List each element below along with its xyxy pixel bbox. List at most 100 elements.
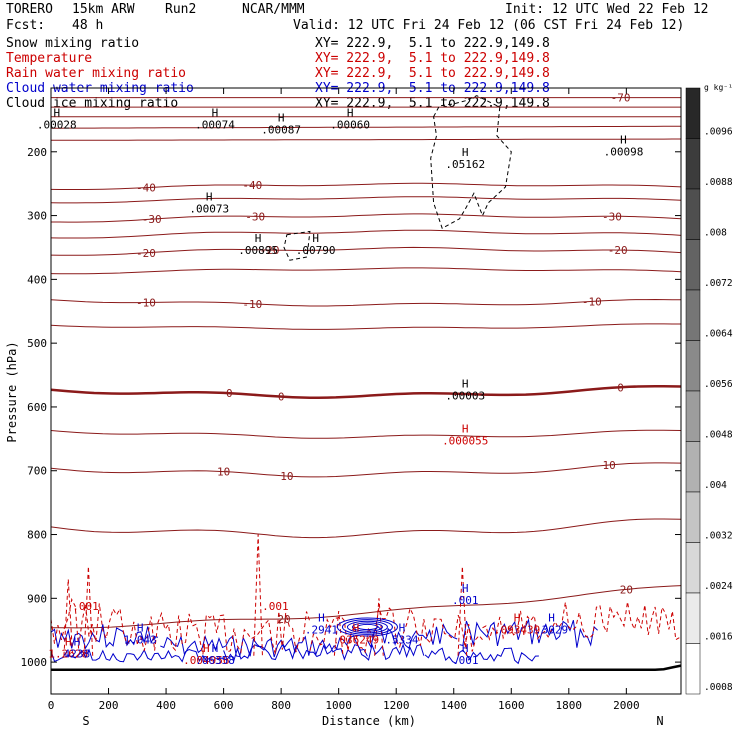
- y-tick-label: 800: [27, 529, 47, 542]
- colorbar-unit: g kg⁻¹: [704, 83, 733, 92]
- rain-water-contour: [63, 579, 74, 656]
- maximum-value: .00073: [189, 202, 229, 215]
- y-tick-label: 700: [27, 465, 47, 478]
- header-model: TORERO: [6, 2, 53, 17]
- isotherm-line: [50, 462, 682, 478]
- maximum-value: .00087: [261, 123, 301, 136]
- isotherm-line: [50, 229, 682, 239]
- colorbar-label: .0072: [704, 278, 733, 289]
- maximum-marker: H: [206, 190, 213, 203]
- x-tick-label: 1400: [440, 699, 467, 712]
- maximum-marker: H: [318, 611, 325, 624]
- header-init: Init: 12 UTC Wed 22 Feb 12: [505, 2, 709, 17]
- maximum-value: .00074: [195, 118, 235, 131]
- colorbar-label: .004: [704, 480, 727, 491]
- rain-water-contour: [83, 566, 94, 656]
- cloud-water-contour: [424, 647, 539, 665]
- maximum-value: 4238: [64, 648, 91, 661]
- axes-layer: 0 200 400 600 800 1000 1200 1400 1600 1800 2000200…: [21, 88, 681, 712]
- cloud-water-contour: [351, 622, 383, 632]
- maximum-value: .2941: [305, 623, 338, 636]
- maximum-marker: H: [203, 642, 210, 655]
- maximum-marker: H: [620, 134, 627, 147]
- rain-water-contour: [253, 534, 263, 656]
- isotherm-label: 0: [617, 381, 624, 394]
- maximum-marker: H: [462, 582, 469, 595]
- y-axis-label: Pressure (hPa): [5, 341, 19, 442]
- isotherm-line: [51, 138, 681, 141]
- y-tick-label: 900: [27, 592, 47, 605]
- isotherm-label: -30: [245, 210, 265, 223]
- colorbar-label: .0064: [704, 329, 733, 340]
- colorbar-swatch: [685, 643, 701, 695]
- maximum-value: 1.043: [124, 634, 157, 647]
- colorbar-label: .0088: [704, 177, 733, 188]
- maximum-value: .00003: [445, 389, 485, 402]
- isotherm-label: -40: [242, 179, 262, 192]
- isotherm-label: -30: [142, 213, 162, 226]
- header-fcst-label: Fcst:: [6, 18, 46, 33]
- maximum-marker: H: [514, 611, 521, 624]
- cloud-water-contour: [50, 648, 224, 663]
- isotherm-label: -20: [136, 247, 156, 260]
- cloud-water-contour: [459, 618, 598, 648]
- isotherm-line: [50, 518, 682, 539]
- maximum-marker: H: [53, 106, 60, 119]
- isotherm-line: [50, 323, 681, 330]
- maximum-marker: H: [462, 146, 469, 159]
- south-end-label: S: [82, 714, 89, 728]
- maximum-marker: H: [137, 622, 144, 635]
- x-tick-label: 200: [99, 699, 119, 712]
- isotherm-label: -20: [608, 244, 628, 257]
- maximum-value: 1.2628: [48, 648, 88, 661]
- x-tick-label: 1200: [383, 699, 410, 712]
- isotherm-label: -40: [136, 182, 156, 195]
- header-org: NCAR/MMM: [242, 2, 305, 17]
- annotation-layer: -70 -40 -40 -30 -30 -30 -20 -20 -20 -10 -10 -10 0 0 0 1…: [37, 92, 643, 668]
- x-tick-label: 400: [156, 699, 176, 712]
- isotherm-label: -10: [582, 295, 602, 308]
- colorbar-swatch: [685, 239, 701, 291]
- colorbar-swatch: [685, 491, 701, 543]
- field-name: Rain water mixing ratio: [6, 66, 187, 81]
- field-name: Temperature: [6, 51, 93, 66]
- maximum-value: .00060: [330, 118, 370, 131]
- colorbar-swatch: [685, 390, 701, 442]
- isotherm-line: [50, 267, 682, 275]
- colorbar-label: .0056: [704, 379, 733, 390]
- maximum-value: .001: [452, 654, 479, 667]
- maximum-marker: H: [353, 622, 360, 635]
- maximum-value: .3029: [535, 623, 568, 636]
- maximum-marker: H: [255, 232, 262, 245]
- maximum-value: .06358: [195, 654, 235, 667]
- isotherm-line: [50, 585, 682, 629]
- header-valid: Valid: 12 UTC Fri 24 Feb 12 (06 CST Fri …: [293, 18, 685, 33]
- maximum-marker: H: [462, 423, 469, 436]
- maximum-value: .05162: [445, 158, 485, 171]
- maximum-marker: H: [212, 642, 219, 655]
- rain-contour-label: .001: [72, 600, 99, 613]
- colorbar-swatch: [685, 441, 701, 493]
- header-resolution: 15km ARW: [72, 2, 135, 17]
- header-fcst-value: 48 h: [72, 18, 104, 33]
- maximum-value: .00028: [37, 118, 77, 131]
- colorbar-swatch: [685, 289, 701, 341]
- isotherm-line: [50, 196, 682, 204]
- maximum-marker: H: [74, 636, 81, 649]
- isotherm-line: [51, 125, 681, 129]
- maximum-marker: H: [399, 622, 406, 635]
- maximum-value: .093439: [494, 623, 540, 636]
- y-tick-label: 600: [27, 401, 47, 414]
- cloud-water-contour: [346, 620, 388, 634]
- field-name: Snow mixing ratio: [6, 36, 140, 51]
- x-tick-label: 2000: [613, 699, 640, 712]
- header-run: Run2: [165, 2, 197, 17]
- cloud-water-contour: [336, 617, 398, 637]
- rain-water-contour: [309, 607, 483, 654]
- y-tick-label: 500: [27, 337, 47, 350]
- cloud-water-contour: [223, 643, 425, 662]
- isotherm-label: 10: [602, 459, 615, 472]
- x-tick-label: 1800: [556, 699, 583, 712]
- colorbar-swatch: [685, 340, 701, 392]
- rain-water-contour: [374, 598, 384, 656]
